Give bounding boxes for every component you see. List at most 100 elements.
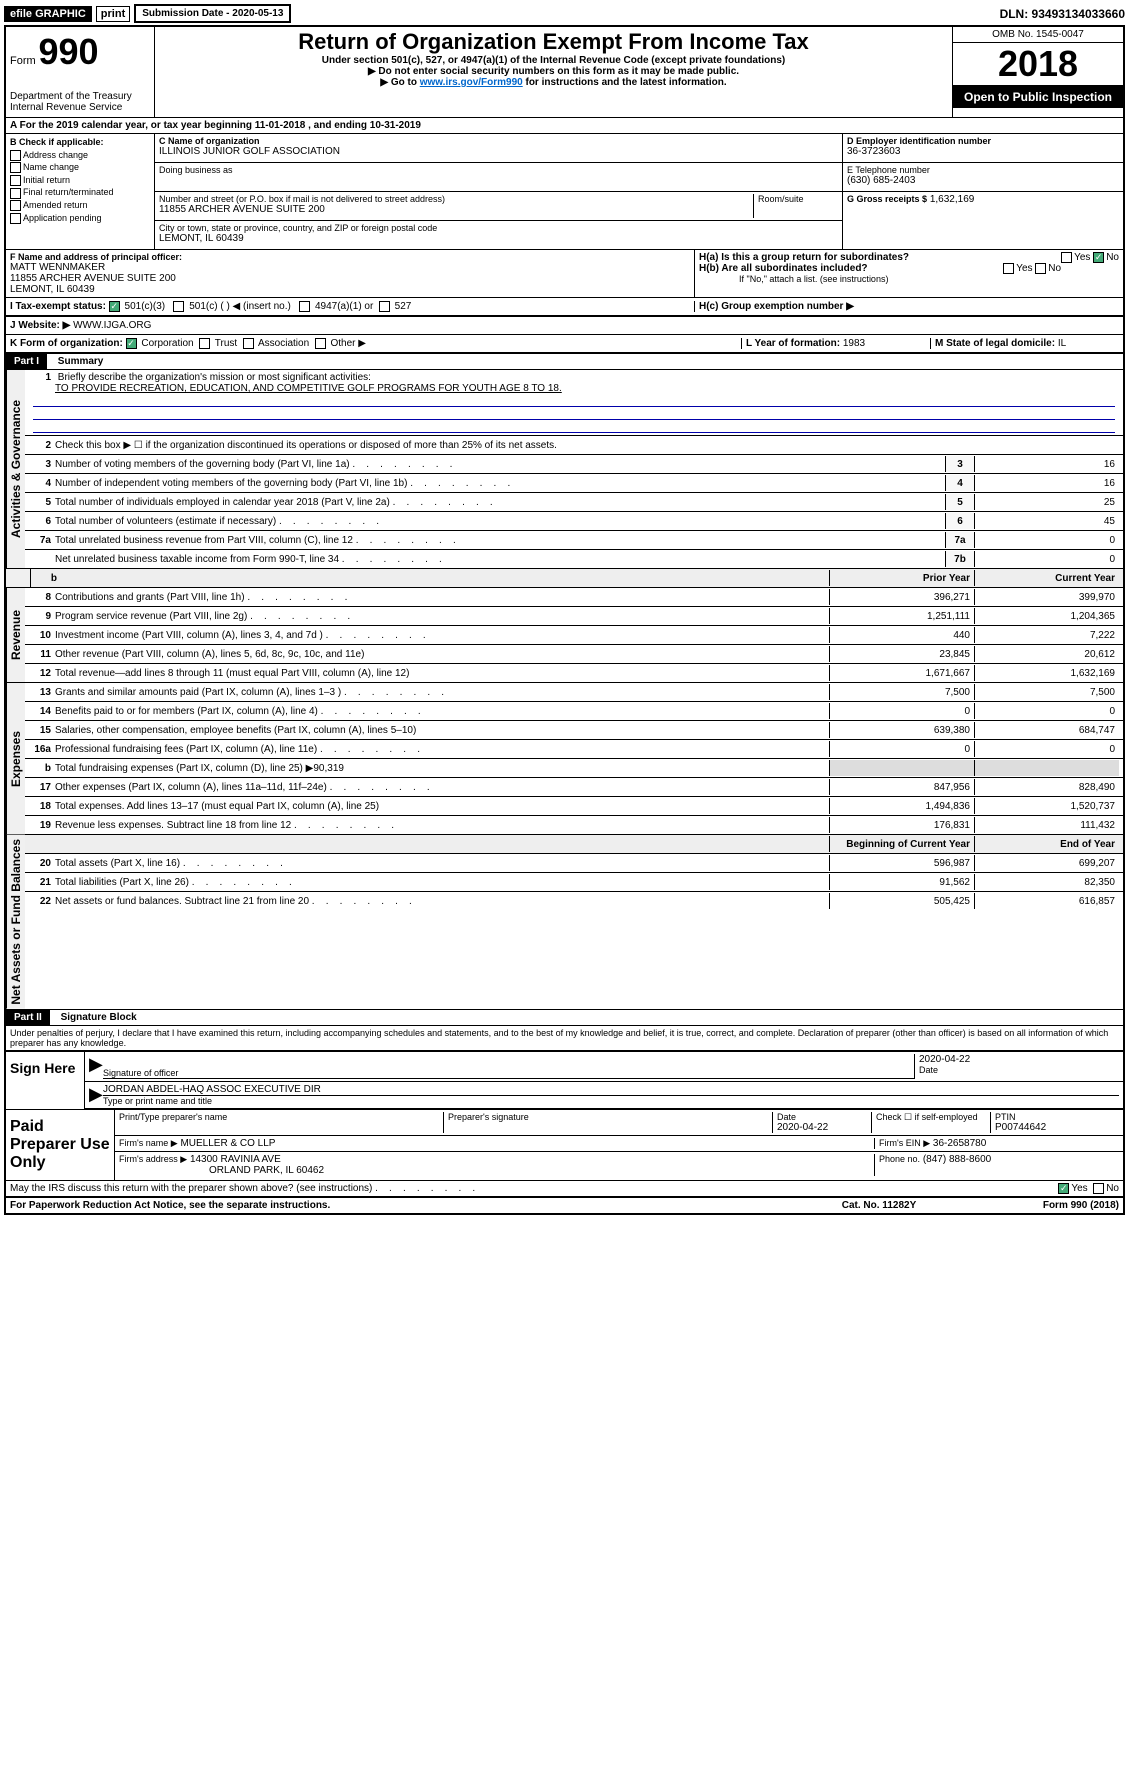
officer-label: F Name and address of principal officer: xyxy=(10,252,690,262)
527-checkbox[interactable] xyxy=(379,301,390,312)
sign-here-section: Sign Here ▶ Signature of officer 2020-04… xyxy=(6,1050,1123,1109)
city-label: City or town, state or province, country… xyxy=(159,223,838,233)
firm-name: MUELLER & CO LLP xyxy=(180,1138,275,1149)
501c3-checkbox[interactable] xyxy=(109,301,120,312)
part2-header-row: Part II Signature Block xyxy=(6,1010,1123,1026)
phone-label: E Telephone number xyxy=(847,165,1119,175)
prep-date-label: Date xyxy=(777,1112,867,1122)
l3-text: Number of voting members of the governin… xyxy=(55,459,945,470)
name-change-checkbox[interactable] xyxy=(10,162,21,173)
firm-phone-label: Phone no. xyxy=(879,1154,920,1164)
website-value: WWW.IJGA.ORG xyxy=(73,320,151,331)
room-label: Room/suite xyxy=(758,194,838,204)
hb-yes-checkbox[interactable] xyxy=(1003,263,1014,274)
org-name-label: C Name of organization xyxy=(159,136,838,146)
boy-header: Beginning of Current Year xyxy=(829,836,974,852)
ein-value: 36-3723603 xyxy=(847,146,1119,157)
l4-text: Number of independent voting members of … xyxy=(55,478,945,489)
form-badge: Form 990 Department of the Treasury Inte… xyxy=(6,27,155,117)
addr-label: Number and street (or P.O. box if mail i… xyxy=(159,194,753,204)
form-subtitle-1: Under section 501(c), 527, or 4947(a)(1)… xyxy=(159,55,948,66)
officer-addr2: LEMONT, IL 60439 xyxy=(10,284,690,295)
domicile-label: M State of legal domicile: xyxy=(935,338,1055,349)
perjury-declaration: Under penalties of perjury, I declare th… xyxy=(6,1026,1123,1050)
501c-checkbox[interactable] xyxy=(173,301,184,312)
current-year-header: Current Year xyxy=(974,570,1119,586)
officer-group-row: F Name and address of principal officer:… xyxy=(6,250,1123,298)
mission-text: TO PROVIDE RECREATION, EDUCATION, AND CO… xyxy=(29,383,562,394)
form990-link[interactable]: www.irs.gov/Form990 xyxy=(420,77,523,88)
sign-here-label: Sign Here xyxy=(6,1052,85,1109)
cat-number: Cat. No. 11282Y xyxy=(799,1200,959,1211)
app-pending-checkbox[interactable] xyxy=(10,213,21,224)
l2-text: Check this box ▶ ☐ if the organization d… xyxy=(55,440,1119,451)
dept-label: Department of the Treasury xyxy=(10,91,150,102)
part1-badge: Part I xyxy=(6,354,47,369)
year-headers: b Prior Year Current Year xyxy=(6,569,1123,588)
ha-no-checkbox[interactable] xyxy=(1093,252,1104,263)
amended-return-checkbox[interactable] xyxy=(10,200,21,211)
form-org-label: K Form of organization: xyxy=(10,338,123,349)
part2-title: Signature Block xyxy=(53,1012,137,1023)
l7b-text: Net unrelated business taxable income fr… xyxy=(55,554,945,565)
netassets-tab: Net Assets or Fund Balances xyxy=(6,835,25,1009)
initial-return-checkbox[interactable] xyxy=(10,175,21,186)
firm-addr2: ORLAND PARK, IL 60462 xyxy=(119,1165,324,1176)
hb-line: H(b) Are all subordinates included? Yes … xyxy=(699,263,1119,274)
dba-label: Doing business as xyxy=(159,165,838,175)
form-footer: For Paperwork Reduction Act Notice, see … xyxy=(6,1196,1123,1213)
paid-preparer-label: Paid Preparer Use Only xyxy=(6,1110,115,1180)
self-employed-check: Check ☐ if self-employed xyxy=(872,1112,991,1133)
header-center: Return of Organization Exempt From Incom… xyxy=(155,27,952,117)
form-number: 990 xyxy=(38,31,98,72)
form-subtitle-2: ▶ Do not enter social security numbers o… xyxy=(159,66,948,77)
year-formed-label: L Year of formation: xyxy=(746,338,840,349)
firm-phone: (847) 888-8600 xyxy=(923,1154,991,1165)
l5-value: 25 xyxy=(975,494,1119,510)
4947-checkbox[interactable] xyxy=(299,301,310,312)
l4-value: 16 xyxy=(975,475,1119,491)
ha-yes-checkbox[interactable] xyxy=(1061,252,1072,263)
print-button[interactable]: print xyxy=(96,6,130,22)
box-b: B Check if applicable: Address change Na… xyxy=(6,134,155,249)
phone-value: (630) 685-2403 xyxy=(847,175,1119,186)
gross-receipts-value: 1,632,169 xyxy=(930,194,975,205)
tax-status-row: I Tax-exempt status: 501(c)(3) 501(c) ( … xyxy=(6,298,1123,316)
expenses-tab: Expenses xyxy=(6,683,25,834)
sig-date-1: 2020-04-22 xyxy=(919,1054,1119,1065)
ha-line: H(a) Is this a group return for subordin… xyxy=(699,252,1119,263)
assoc-checkbox[interactable] xyxy=(243,338,254,349)
type-name-label: Type or print name and title xyxy=(103,1096,1119,1106)
ptin-label: PTIN xyxy=(995,1112,1115,1122)
form-org-row: K Form of organization: Corporation Trus… xyxy=(6,335,1123,354)
discuss-yes-checkbox[interactable] xyxy=(1058,1183,1069,1194)
gross-receipts-label: G Gross receipts $ xyxy=(847,194,927,204)
hb-no-checkbox[interactable] xyxy=(1035,263,1046,274)
corp-checkbox[interactable] xyxy=(126,338,137,349)
firm-ein: 36-2658780 xyxy=(933,1138,986,1149)
city-state-zip: LEMONT, IL 60439 xyxy=(159,233,838,244)
prep-date: 2020-04-22 xyxy=(777,1122,867,1133)
right-info-col: D Employer identification number 36-3723… xyxy=(842,134,1123,249)
other-checkbox[interactable] xyxy=(315,338,326,349)
entity-block: B Check if applicable: Address change Na… xyxy=(6,134,1123,250)
firm-addr-label: Firm's address ▶ xyxy=(119,1154,187,1164)
omb-number: OMB No. 1545-0047 xyxy=(953,27,1123,43)
trust-checkbox[interactable] xyxy=(199,338,210,349)
tax-year: 2018 xyxy=(953,43,1123,86)
discuss-no-checkbox[interactable] xyxy=(1093,1183,1104,1194)
governance-tab: Activities & Governance xyxy=(6,370,25,568)
hc-label: H(c) Group exemption number ▶ xyxy=(699,301,854,312)
org-name: ILLINOIS JUNIOR GOLF ASSOCIATION xyxy=(159,146,838,157)
street-address: 11855 ARCHER AVENUE SUITE 200 xyxy=(159,204,753,215)
officer-addr1: 11855 ARCHER AVENUE SUITE 200 xyxy=(10,273,690,284)
form-subtitle-3: ▶ Go to www.irs.gov/Form990 for instruct… xyxy=(159,77,948,88)
l1-label: Briefly describe the organization's miss… xyxy=(58,372,371,383)
year-formed-value: 1983 xyxy=(843,338,865,349)
date-label-1: Date xyxy=(919,1065,1119,1075)
addr-change-checkbox[interactable] xyxy=(10,150,21,161)
final-return-checkbox[interactable] xyxy=(10,188,21,199)
form-title: Return of Organization Exempt From Incom… xyxy=(159,29,948,55)
expenses-section: Expenses 13Grants and similar amounts pa… xyxy=(6,683,1123,835)
website-label: J Website: ▶ xyxy=(10,320,70,331)
